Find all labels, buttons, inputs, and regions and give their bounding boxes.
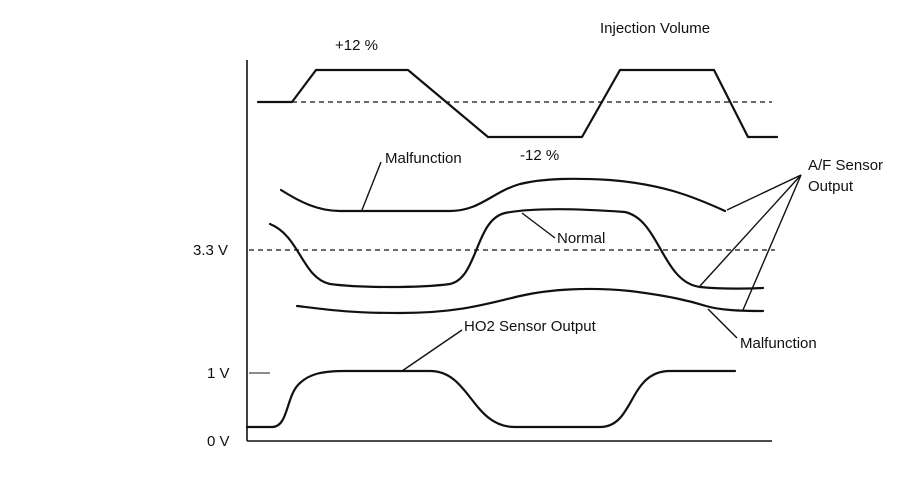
- label-af-sensor-line2: Output: [808, 178, 854, 195]
- ho2-sensor-output-trace: [245, 369, 737, 429]
- label-plus-12: +12 %: [335, 37, 378, 54]
- leader-af-lower: [742, 174, 802, 311]
- axis-label-3v3: 3.3 V: [193, 242, 228, 259]
- label-injection-volume: Injection Volume: [600, 20, 710, 37]
- leader-af-normal: [699, 174, 802, 287]
- af-output-malfunction-upper: [279, 177, 727, 213]
- leader-malfunction-top: [361, 161, 382, 211]
- leader-normal: [521, 212, 556, 239]
- axis-label-1v: 1 V: [207, 365, 230, 382]
- leader-malfunction-bottom: [707, 308, 738, 339]
- label-malfunction-bottom: Malfunction: [740, 335, 817, 352]
- label-ho2-sensor-output: HO2 Sensor Output: [464, 318, 597, 335]
- injection-volume-trace: [256, 68, 779, 139]
- label-normal: Normal: [557, 230, 605, 247]
- leader-ho2: [401, 329, 463, 372]
- af-output-normal: [268, 208, 765, 290]
- label-af-sensor-line1: A/F Sensor: [808, 157, 883, 174]
- label-minus-12: -12 %: [520, 147, 559, 164]
- label-malfunction-top: Malfunction: [385, 150, 462, 167]
- axis-label-0v: 0 V: [207, 433, 230, 450]
- leader-af-upper: [726, 174, 802, 211]
- af-output-malfunction-lower: [295, 287, 765, 315]
